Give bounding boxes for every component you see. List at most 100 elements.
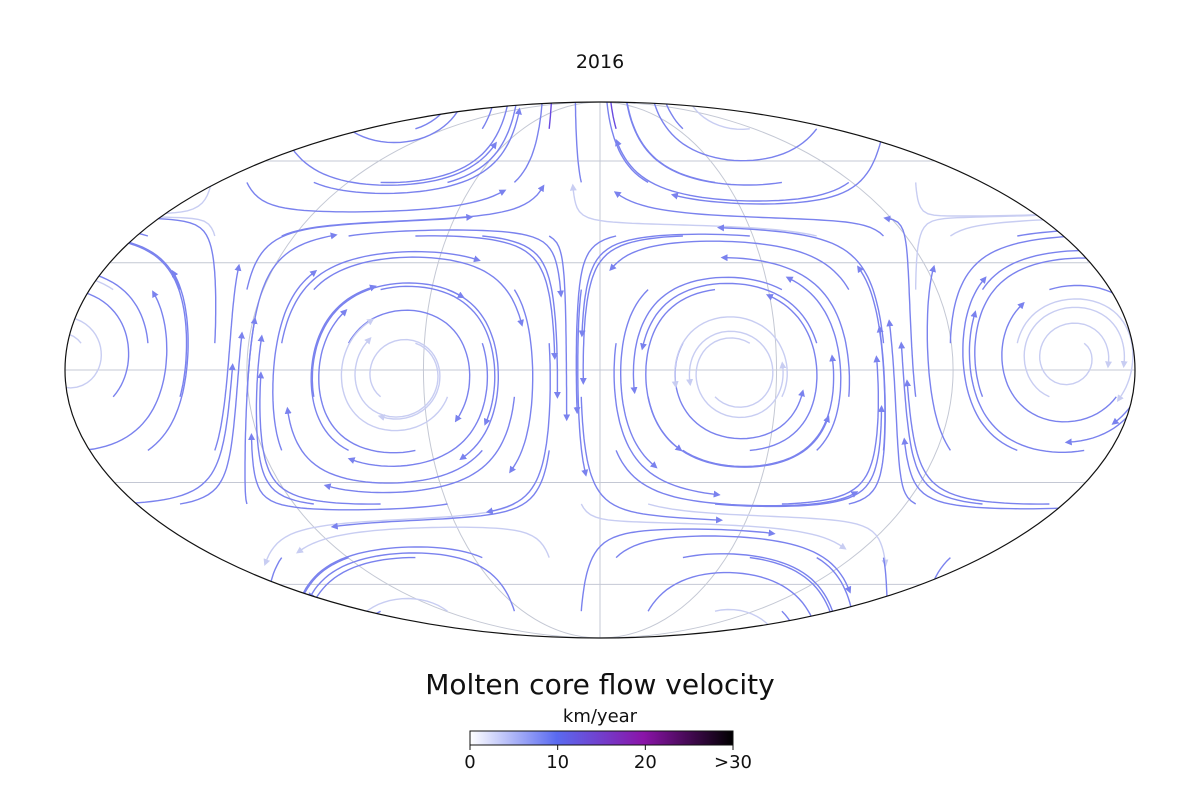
streamline bbox=[304, 610, 315, 638]
streamline bbox=[340, 318, 449, 432]
streamline bbox=[686, 330, 774, 408]
streamline bbox=[263, 503, 515, 567]
streamline bbox=[898, 341, 983, 505]
streamline bbox=[613, 343, 721, 498]
colorbar-tick-label: >30 bbox=[714, 752, 752, 773]
streamline bbox=[485, 343, 551, 515]
colorbar-title: Molten core flow velocity bbox=[425, 668, 774, 701]
streamline bbox=[330, 450, 550, 530]
streamline bbox=[609, 240, 850, 290]
streamline bbox=[313, 107, 522, 195]
streamline bbox=[248, 433, 448, 511]
streamline bbox=[569, 183, 817, 237]
streamline bbox=[100, 234, 188, 397]
streamline bbox=[640, 282, 818, 351]
colorbar-ticks: 0 10 20 >30 bbox=[464, 745, 752, 773]
globe-outline bbox=[64, 101, 1136, 639]
streamline bbox=[214, 557, 233, 638]
streamline bbox=[65, 273, 114, 291]
streamline bbox=[447, 288, 499, 461]
streamline bbox=[953, 556, 1085, 638]
streamline bbox=[323, 396, 516, 494]
streamline bbox=[65, 210, 216, 237]
streamline bbox=[318, 309, 416, 454]
streamline bbox=[112, 610, 142, 638]
streamline bbox=[482, 235, 561, 399]
streamline bbox=[848, 325, 886, 505]
streamline bbox=[967, 610, 984, 638]
streamline bbox=[949, 232, 1124, 344]
streamline bbox=[281, 128, 497, 186]
streamline bbox=[671, 316, 788, 398]
streamline bbox=[1017, 227, 1135, 237]
streamline bbox=[81, 556, 187, 638]
streamline bbox=[579, 235, 683, 385]
colorbar-unit: km/year bbox=[563, 706, 638, 727]
streamline bbox=[1049, 102, 1135, 184]
streamline bbox=[580, 396, 723, 524]
streamline bbox=[915, 182, 1135, 217]
streamline bbox=[1016, 298, 1134, 402]
streamline bbox=[968, 310, 1085, 453]
streamline bbox=[65, 128, 216, 215]
streamline bbox=[918, 557, 951, 638]
streamline bbox=[816, 557, 857, 638]
streamline bbox=[674, 342, 805, 440]
streamline bbox=[578, 233, 750, 338]
streamline bbox=[369, 338, 441, 421]
streamline bbox=[605, 102, 649, 183]
streamline bbox=[308, 552, 516, 612]
streamline bbox=[781, 610, 802, 638]
streamline bbox=[179, 331, 245, 505]
streamline bbox=[1049, 284, 1135, 425]
streamline bbox=[886, 319, 917, 505]
streamline bbox=[982, 156, 1135, 197]
streamline bbox=[573, 235, 617, 415]
streamline bbox=[310, 284, 377, 452]
graticule bbox=[65, 102, 1135, 638]
streamline bbox=[574, 102, 582, 183]
streamline bbox=[354, 336, 439, 418]
streamline bbox=[944, 556, 1018, 638]
streamline bbox=[1116, 143, 1135, 184]
streamline bbox=[509, 289, 534, 474]
colorbar-tick-label: 20 bbox=[634, 752, 657, 773]
streamline bbox=[81, 290, 168, 452]
streamline bbox=[147, 269, 189, 451]
streamline bbox=[624, 102, 782, 186]
streamline bbox=[720, 254, 851, 397]
streamline bbox=[1009, 610, 1050, 638]
streamline bbox=[347, 309, 471, 423]
streamline bbox=[347, 342, 489, 468]
streamline bbox=[682, 553, 841, 638]
streamline bbox=[65, 287, 130, 398]
streamline bbox=[695, 337, 787, 419]
streamline bbox=[883, 215, 917, 397]
streamline bbox=[949, 128, 1135, 196]
streamline bbox=[548, 102, 553, 129]
streamline bbox=[65, 114, 82, 131]
streamline bbox=[257, 371, 381, 505]
map-title: 2016 bbox=[576, 51, 624, 73]
streamline bbox=[284, 406, 483, 484]
streamline bbox=[904, 379, 1050, 505]
streamline bbox=[682, 354, 837, 468]
streamline bbox=[661, 102, 684, 130]
streamline bbox=[1038, 322, 1113, 386]
streamline bbox=[311, 282, 465, 397]
streamline bbox=[246, 611, 249, 638]
streamline bbox=[647, 503, 889, 567]
streamline bbox=[714, 608, 783, 638]
streamline bbox=[1064, 288, 1135, 446]
streamline bbox=[65, 181, 114, 187]
streamline bbox=[246, 213, 474, 290]
streamline bbox=[246, 232, 338, 397]
streamline bbox=[645, 288, 716, 452]
streamline bbox=[670, 128, 885, 205]
streamline bbox=[301, 556, 416, 638]
streamline bbox=[65, 181, 181, 206]
streamline bbox=[244, 316, 258, 505]
streamline bbox=[313, 256, 524, 327]
streamline bbox=[962, 276, 1018, 452]
streamline bbox=[714, 405, 885, 508]
